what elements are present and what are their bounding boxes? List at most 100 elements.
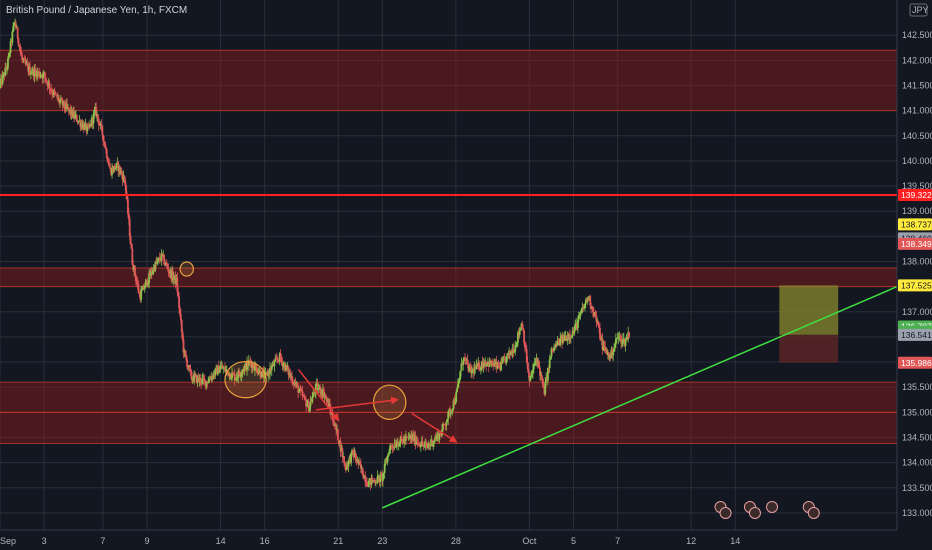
time-tick-label: 12 bbox=[686, 536, 696, 546]
candle-body bbox=[66, 103, 68, 108]
candle-body bbox=[603, 345, 606, 348]
candle-body bbox=[291, 376, 293, 383]
candle-body bbox=[325, 397, 328, 401]
candle-body bbox=[542, 384, 545, 386]
candle-body bbox=[628, 332, 630, 337]
candle-body bbox=[478, 362, 480, 370]
candle-body bbox=[30, 72, 33, 74]
event-icon[interactable] bbox=[714, 501, 732, 519]
candle-body bbox=[182, 339, 185, 353]
candle-body bbox=[224, 367, 226, 372]
candle-body bbox=[375, 482, 378, 484]
candle-body bbox=[224, 370, 227, 372]
price-label-background bbox=[898, 189, 932, 202]
candle-body bbox=[127, 199, 129, 214]
candle-body bbox=[151, 271, 154, 274]
candle-body bbox=[140, 290, 143, 300]
candle-body bbox=[301, 391, 304, 397]
candle-body bbox=[426, 444, 428, 447]
candle-body bbox=[297, 385, 300, 393]
candle-body bbox=[257, 372, 260, 374]
currency-badge[interactable] bbox=[909, 3, 928, 17]
candle-body bbox=[492, 365, 495, 367]
candle-body bbox=[442, 424, 445, 425]
candle-body bbox=[619, 335, 622, 337]
time-tick-label: Oct bbox=[522, 536, 537, 546]
zone-rect bbox=[0, 268, 897, 287]
candle-body bbox=[548, 359, 551, 368]
candle-body bbox=[589, 296, 592, 306]
candle-body bbox=[524, 347, 527, 350]
event-icon[interactable] bbox=[743, 501, 761, 519]
candle-body bbox=[306, 405, 308, 407]
candle-body bbox=[55, 94, 58, 96]
candle-body bbox=[371, 478, 374, 482]
candle-body bbox=[525, 349, 528, 363]
candle-body bbox=[21, 54, 23, 60]
candle-body bbox=[466, 359, 469, 365]
candle-body bbox=[8, 52, 11, 54]
candle-body bbox=[309, 401, 312, 407]
candle-body bbox=[606, 349, 608, 355]
candle-body bbox=[523, 330, 525, 344]
candle-body bbox=[617, 337, 620, 338]
candle-body bbox=[135, 281, 138, 283]
candle-body bbox=[497, 362, 500, 367]
candle-body bbox=[212, 373, 215, 379]
candle-body bbox=[464, 358, 467, 361]
candle-body bbox=[553, 346, 555, 351]
candle-body bbox=[165, 263, 168, 266]
candle-body bbox=[459, 370, 462, 378]
candle-body bbox=[67, 107, 70, 111]
candle-body bbox=[114, 168, 117, 170]
candle-body bbox=[101, 126, 104, 135]
candle-body bbox=[615, 338, 618, 340]
candle-body bbox=[214, 369, 217, 376]
candle-body bbox=[279, 353, 282, 359]
candle-body bbox=[332, 420, 335, 426]
candles bbox=[0, 18, 630, 491]
candle-body bbox=[509, 352, 512, 355]
candle-body bbox=[247, 360, 250, 366]
candle-body bbox=[494, 363, 496, 365]
candle-body bbox=[29, 66, 31, 75]
price-label: 138.737 bbox=[901, 219, 932, 229]
candle-body bbox=[418, 443, 420, 445]
candle-body bbox=[549, 356, 552, 360]
candle-body bbox=[592, 307, 594, 312]
candle-body bbox=[36, 71, 38, 78]
candle-body bbox=[281, 360, 284, 367]
candle-body bbox=[107, 161, 110, 165]
event-icon[interactable] bbox=[766, 501, 779, 513]
candle-body bbox=[75, 115, 78, 122]
candle-body bbox=[551, 348, 554, 351]
candle-body bbox=[427, 446, 429, 448]
candle-body bbox=[569, 337, 572, 339]
price-label: 137.525 bbox=[901, 280, 932, 290]
price-tick-label: 141.000 bbox=[902, 106, 932, 116]
time-tick-label: 16 bbox=[260, 536, 270, 546]
candle-body bbox=[419, 445, 422, 447]
candle-body bbox=[379, 474, 382, 482]
candle-body bbox=[0, 84, 1, 86]
event-icon[interactable] bbox=[802, 501, 820, 519]
candle-body bbox=[534, 361, 537, 363]
candle-body bbox=[56, 94, 59, 99]
candle-body bbox=[570, 336, 573, 338]
price-label-background bbox=[898, 356, 932, 369]
event-flag-icon[interactable] bbox=[807, 507, 820, 519]
candle-body bbox=[602, 345, 605, 351]
candle-body bbox=[4, 67, 7, 76]
time-tick-label: 28 bbox=[451, 536, 461, 546]
candle-body bbox=[350, 452, 353, 463]
candle-body bbox=[457, 380, 460, 384]
candle-body bbox=[120, 171, 123, 175]
price-tick-label: 141.500 bbox=[902, 80, 932, 90]
time-tick-label: 21 bbox=[333, 536, 343, 546]
event-flag-icon[interactable] bbox=[766, 501, 779, 513]
candle-body bbox=[200, 382, 203, 384]
event-flag-icon[interactable] bbox=[748, 507, 761, 519]
candle-body bbox=[128, 219, 131, 236]
event-flag-icon[interactable] bbox=[719, 507, 732, 519]
candle-body bbox=[452, 400, 455, 409]
